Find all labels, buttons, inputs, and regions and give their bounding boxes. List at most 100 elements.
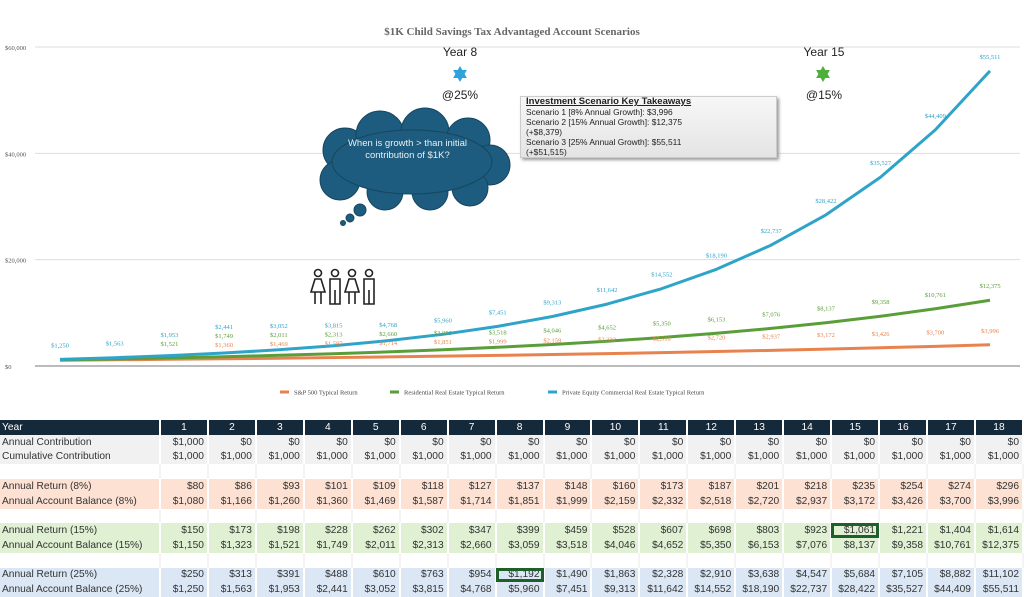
data-label: $1,851 [434, 339, 452, 346]
table-cell: $1,000 [399, 449, 449, 465]
table-cell: $1,714 [447, 493, 497, 509]
table-row: Annual Contribution $1,000 $0 $0 $0 $0 $0 $0 $0 $… [0, 434, 1024, 450]
table-row: Annual Account Balance (25%) $1,250 $1,563… [0, 582, 1024, 597]
table-cell [639, 464, 689, 479]
table-cell: $9,313 [591, 582, 641, 597]
table-cell: $1,469 [351, 493, 401, 509]
table-cell [207, 508, 257, 524]
table-cell: $3,996 [974, 493, 1024, 509]
data-label: $2,720 [708, 335, 726, 342]
table-cell [303, 552, 353, 568]
table-cell: $1,000 [879, 449, 928, 465]
table-cell [255, 552, 305, 568]
table-cell: $2,910 [687, 567, 737, 583]
data-label: $44,409 [925, 113, 946, 120]
table-cell: $2,720 [735, 493, 785, 509]
table-cell [303, 508, 353, 524]
data-label: $3,172 [817, 332, 835, 339]
table-cell [303, 464, 353, 479]
table-cell [447, 552, 497, 568]
table-cell: 2 [207, 420, 257, 435]
series-line-2 [59, 69, 992, 361]
table-cell: $11,642 [639, 582, 689, 597]
table-cell: $9,358 [879, 538, 928, 553]
family-group-icon [309, 268, 375, 305]
table-cell: $1,000 [303, 449, 353, 465]
table-cell: 15 [831, 420, 881, 435]
data-label: $2,159 [543, 338, 561, 345]
takeaway-line: Scenario 2 [15% Annual Growth]: $12,375 [526, 117, 682, 127]
table-cell: $2,313 [399, 538, 449, 553]
table-cell: $2,518 [687, 493, 737, 509]
table-cell: $0 [495, 434, 545, 450]
data-label: $1,953 [160, 332, 178, 339]
table-cell: $80 [160, 479, 209, 494]
table-cell [255, 464, 305, 479]
table-cell [639, 508, 689, 524]
table-cell [543, 508, 593, 524]
table-cell: $1,000 [160, 449, 209, 465]
table-cell: $1,000 [927, 449, 976, 465]
table-row: Annual Account Balance (15%) $1,150 $1,323… [0, 538, 1024, 553]
table-cell [543, 464, 593, 479]
table-cell: 4 [303, 420, 353, 435]
table-cell: $0 [399, 434, 449, 450]
table-cell: $459 [543, 523, 593, 538]
table-cell [591, 464, 641, 479]
table-cell: $148 [543, 479, 593, 494]
data-label: $1,587 [325, 341, 344, 348]
table-cell: $1,192 [495, 567, 545, 583]
row-label: Cumulative Contribution [0, 449, 161, 465]
table-cell: $228 [303, 523, 353, 538]
table-cell: $0 [831, 434, 881, 450]
table-cell: $1,000 [207, 449, 257, 465]
table-cell: $7,105 [879, 567, 928, 583]
table-cell: $11,102 [974, 567, 1024, 583]
table-cell [879, 464, 928, 479]
takeaway-line: Scenario 3 [25% Annual Growth]: $55,511 [526, 137, 682, 147]
table-cell [495, 508, 545, 524]
table-cell: $3,518 [543, 538, 593, 553]
table-cell: $313 [207, 567, 257, 583]
table-cell: 14 [783, 420, 833, 435]
table-cell: $254 [879, 479, 928, 494]
data-label: $1,999 [489, 338, 507, 345]
series-line-0 [59, 343, 991, 362]
table-cell [879, 508, 928, 524]
row-label: Year [0, 420, 161, 435]
table-cell: 10 [591, 420, 641, 435]
table-cell [207, 552, 257, 568]
table-cell: 16 [879, 420, 928, 435]
table-cell [447, 508, 497, 524]
table-cell [399, 464, 449, 479]
data-label: $14,552 [651, 272, 672, 279]
table-cell [351, 508, 401, 524]
table-cell: $3,700 [927, 493, 976, 509]
table-cell [735, 508, 785, 524]
table-cell: 12 [687, 420, 737, 435]
data-label: $1,360 [215, 342, 233, 349]
table-cell: $4,652 [639, 538, 689, 553]
data-label: $1,521 [160, 341, 178, 348]
table-cell [879, 552, 928, 568]
table-cell: $347 [447, 523, 497, 538]
scenario-table: Year 1 2 3 4 5 6 7 8 9 10 11 12 13 14 15 16 17 18 Annual Co… [0, 420, 1024, 597]
table-cell: 18 [974, 420, 1024, 435]
table-cell: $173 [207, 523, 257, 538]
table-cell: $4,046 [591, 538, 641, 553]
table-cell: $1,749 [303, 538, 353, 553]
table-cell [687, 552, 737, 568]
table-cell: $1,000 [495, 449, 545, 465]
table-cell: $2,011 [351, 538, 401, 553]
table-cell: $3,052 [351, 582, 401, 597]
legend-label: Residential Real Estate Typical Return [404, 390, 505, 397]
table-cell: $2,441 [303, 582, 353, 597]
data-label: $7,076 [762, 311, 781, 318]
table-cell [974, 552, 1024, 568]
table-cell: $1,166 [207, 493, 257, 509]
table-cell: $2,328 [639, 567, 689, 583]
table-cell [495, 464, 545, 479]
takeaway-line: (+$8,379) [526, 127, 563, 137]
takeaway-line: (+$51,515) [526, 147, 567, 157]
table-cell: $235 [831, 479, 881, 494]
